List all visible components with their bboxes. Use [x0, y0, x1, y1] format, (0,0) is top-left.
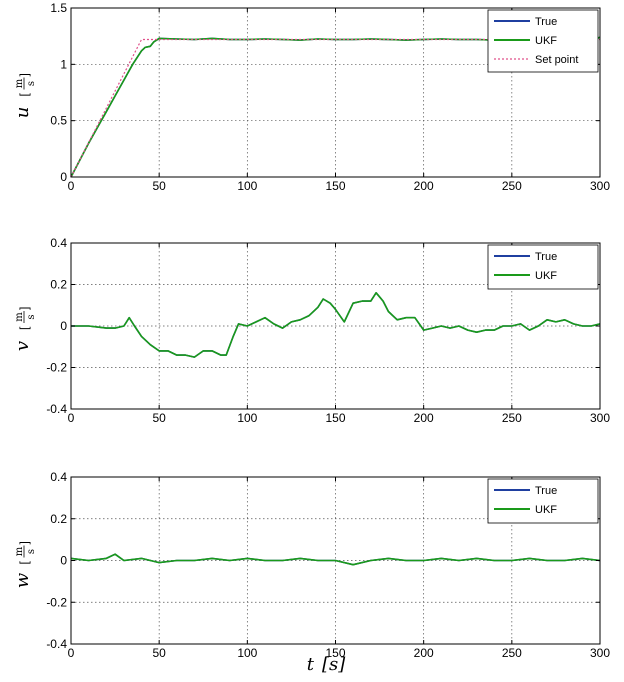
y-axis-symbol: w: [12, 572, 33, 588]
panel-2: 0 50 100 150 200 250 300 -0.4 -0.2 0 0.2 0.4 v [ m s] Tr…: [12, 236, 610, 425]
y-tick-label: 0.2: [50, 512, 67, 526]
legend-label: UKF: [535, 35, 557, 47]
series-line-set-point: [70, 38, 600, 178]
legend: True UKF: [487, 478, 599, 524]
x-tick-label: 50: [152, 411, 166, 425]
panel-1: 0 50 100 150 200 250 300 0 0.5 1 1.5 u [ m s] True UKF Se…: [12, 1, 610, 193]
y-tick-label: -0.4: [46, 402, 67, 416]
legend-label: Set point: [535, 54, 578, 66]
legend: True UKF Set point: [487, 9, 599, 73]
x-tick-label: 50: [152, 179, 166, 193]
y-tick-label: 0: [60, 170, 67, 184]
bracket-open: [: [17, 561, 31, 565]
legend-label: True: [535, 16, 557, 28]
y-tick-label: 0.4: [50, 470, 67, 484]
panel-3: 0 50 100 150 200 250 300 -0.4 -0.2 0 0.2 0.4 w [ m s] t […: [12, 470, 610, 675]
x-tick-label: 0: [68, 646, 75, 660]
legend-label: True: [535, 485, 557, 497]
y-tick-label: -0.2: [46, 595, 67, 609]
bracket-close: ]: [17, 541, 31, 544]
y-tick-label: 0.2: [50, 278, 67, 292]
x-tick-label: 200: [414, 646, 434, 660]
x-tick-label: 100: [237, 646, 257, 660]
y-axis-symbol: u: [12, 107, 33, 119]
legend-box: [487, 244, 599, 290]
x-tick-label: 250: [502, 411, 522, 425]
y-unit-denominator: s: [26, 549, 37, 554]
y-tick-label: 0.4: [50, 236, 67, 250]
y-tick-label: -0.2: [46, 361, 67, 375]
legend-label: True: [535, 251, 557, 263]
y-tick-label: 0: [60, 319, 67, 333]
legend-box: [487, 478, 599, 524]
bracket-close: ]: [17, 307, 31, 310]
x-axis-unit: [s]: [322, 654, 346, 675]
x-tick-label: 200: [414, 179, 434, 193]
y-axis-label: u [ m s]: [12, 73, 37, 118]
x-axis-symbol: t: [307, 654, 315, 675]
x-tick-label: 250: [502, 179, 522, 193]
bracket-open: [: [17, 93, 31, 97]
x-tick-label: 0: [68, 411, 75, 425]
x-tick-label: 300: [590, 646, 610, 660]
y-axis-label: w [ m s]: [12, 541, 37, 588]
series-line-ukf: [70, 553, 601, 566]
y-unit-numerator: m: [14, 312, 25, 322]
x-tick-label: 300: [590, 179, 610, 193]
y-unit-denominator: s: [26, 314, 37, 319]
x-tick-label: 200: [414, 411, 434, 425]
y-tick-label: 0: [60, 554, 67, 568]
x-tick-label: 50: [152, 646, 166, 660]
y-unit-numerator: m: [14, 78, 25, 88]
bracket-close: ]: [17, 73, 31, 76]
y-axis-symbol: v: [12, 341, 33, 351]
x-tick-label: 100: [237, 179, 257, 193]
y-unit-numerator: m: [14, 546, 25, 556]
y-unit-denominator: s: [26, 81, 37, 86]
x-tick-label: 150: [325, 411, 345, 425]
bracket-open: [: [17, 326, 31, 330]
y-tick-label: -0.4: [46, 637, 67, 651]
x-tick-label: 300: [590, 411, 610, 425]
x-tick-label: 250: [502, 646, 522, 660]
legend-label: UKF: [535, 270, 557, 282]
x-axis-label: t [s]: [307, 654, 346, 675]
x-tick-label: 100: [237, 411, 257, 425]
legend-label: UKF: [535, 504, 557, 516]
x-tick-label: 150: [325, 646, 345, 660]
legend: True UKF: [487, 244, 599, 290]
y-tick-label: 1: [60, 57, 67, 71]
series-line-ukf: [71, 292, 601, 358]
y-tick-label: 1.5: [50, 1, 67, 15]
y-axis-label: v [ m s]: [12, 307, 37, 351]
x-tick-label: 150: [325, 179, 345, 193]
y-tick-label: 0.5: [50, 114, 67, 128]
x-tick-label: 0: [68, 179, 75, 193]
